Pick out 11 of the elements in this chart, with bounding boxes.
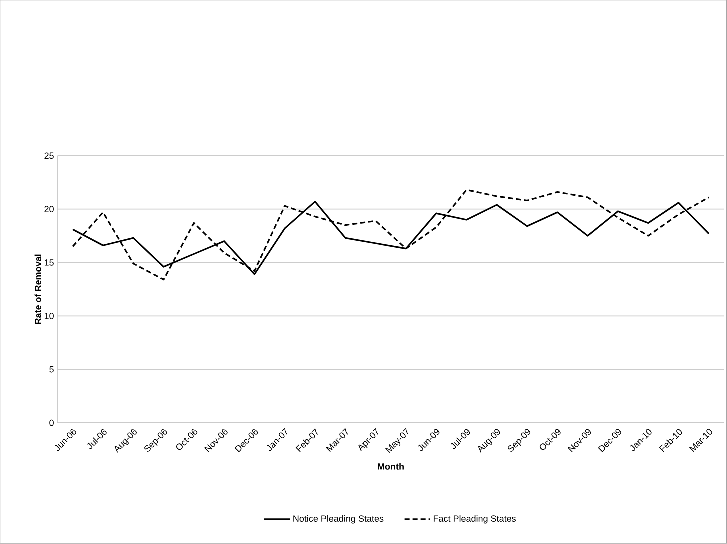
y-tick-label: 15 [44, 260, 54, 266]
y-tick-label: 10 [44, 313, 54, 320]
y-tick-label: 20 [44, 206, 54, 213]
line-series [72, 189, 710, 281]
legend-label: Notice Pleading States [294, 515, 384, 524]
y-axis-title: Rate of Removal [34, 254, 42, 324]
y-tick-label: 25 [44, 152, 54, 160]
legend-label: Fact Pleading States [434, 515, 516, 524]
x-axis-title: Month [378, 463, 404, 470]
y-tick-label: 0 [50, 420, 54, 426]
y-tick-label: 5 [50, 366, 54, 373]
